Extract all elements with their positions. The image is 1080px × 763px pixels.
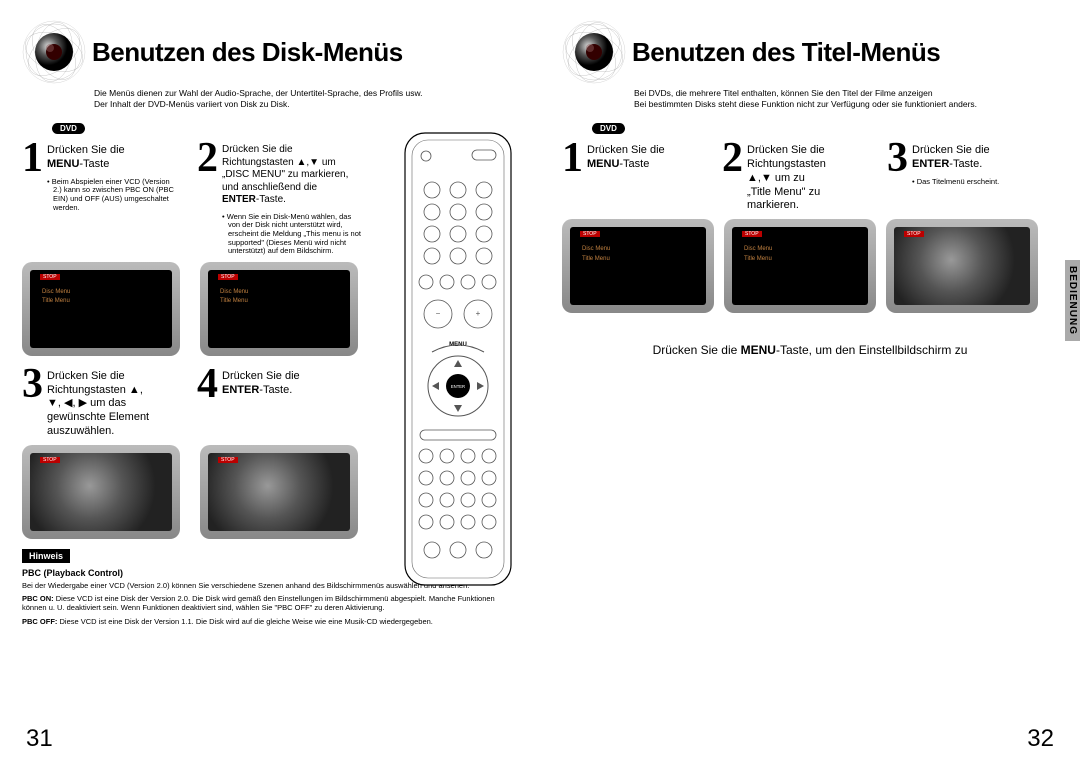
text: „DISC MENU" zu markieren,	[222, 169, 348, 180]
text: Drücken Sie die	[587, 144, 665, 156]
screen-menu: Disc MenuTitle Menu	[582, 245, 610, 264]
page-title: Benutzen des Titel-Menüs	[632, 37, 940, 68]
dvd-badge: DVD	[592, 123, 625, 134]
step: 4 Drücken Sie die ENTER-Taste.	[197, 366, 362, 439]
screen-menu: Disc MenuTitle Menu	[220, 288, 248, 307]
tv-screenshot: STOP	[886, 219, 1038, 313]
speaker-icon	[562, 20, 626, 84]
step-text: Drücken Sie die Richtungstasten ▲,▼ um „…	[222, 140, 362, 256]
text: -Taste.	[949, 158, 982, 170]
footnote: PBC OFF: Diese VCD ist eine Disk der Ver…	[22, 617, 518, 626]
tv-screenshot: STOP Disc MenuTitle Menu	[562, 219, 714, 313]
page-left: Benutzen des Disk-Menüs Die Menüs dienen…	[0, 0, 540, 763]
step-text: Drücken Sie die ENTER-Taste. Das Titelme…	[912, 140, 999, 213]
footnote: PBC ON: Diese VCD ist eine Disk der Vers…	[22, 594, 518, 613]
step: 2 Drücken Sie die Richtungstasten ▲,▼ um…	[722, 140, 877, 213]
step-number: 1	[562, 140, 583, 213]
tv-screenshot: STOP Disc MenuTitle Menu	[200, 262, 358, 356]
note: Beim Abspielen einer VCD (Version 2.) ka…	[47, 178, 177, 213]
tv-row: STOP Disc MenuTitle Menu STOP Disc MenuT…	[562, 219, 1058, 313]
speaker-icon	[22, 20, 86, 84]
note: Wenn Sie ein Disk-Menü wählen, das von d…	[222, 213, 362, 256]
tv-screenshot: STOP	[200, 445, 358, 539]
text: Richtungstasten	[747, 158, 826, 170]
text: Drücken Sie die	[47, 144, 125, 156]
text: -Taste.	[259, 384, 292, 396]
title-row: Benutzen des Disk-Menüs	[22, 20, 518, 84]
text: ▲,▼ um zu	[747, 172, 805, 184]
step-text: Drücken Sie die ENTER-Taste.	[222, 366, 300, 439]
screen-label: STOP	[40, 457, 60, 463]
title-row: Benutzen des Titel-Menüs	[562, 20, 1058, 84]
text: -Taste.	[256, 194, 286, 205]
step-number: 4	[197, 366, 218, 439]
text: „Title Menu" zu	[747, 186, 820, 198]
screen-label: STOP	[580, 231, 600, 237]
tv-screenshot: STOP	[22, 445, 180, 539]
step: 3 Drücken Sie die ENTER-Taste. Das Titel…	[887, 140, 1037, 213]
bold: ENTER	[222, 384, 259, 396]
page-right: Benutzen des Titel-Menüs Bei DVDs, die m…	[540, 0, 1080, 763]
svg-text:−: −	[436, 309, 441, 318]
subtitle: Bei DVDs, die mehrere Titel enthalten, k…	[634, 88, 1058, 109]
bold: ENTER	[222, 194, 256, 205]
subtitle-line: Der Inhalt der DVD-Menüs variiert von Di…	[94, 99, 518, 110]
dvd-badge: DVD	[52, 123, 85, 134]
subtitle-line: Bei bestimmten Disks steht diese Funktio…	[634, 99, 1058, 110]
remote-illustration: − + MENU ENTER	[402, 130, 514, 588]
step: 1 Drücken Sie die MENU-Taste	[562, 140, 712, 213]
side-tab: BEDIENUNG	[1065, 260, 1080, 341]
step-text: Drücken Sie die Richtungstasten ▲,▼ um z…	[747, 140, 826, 213]
screen-menu: Disc MenuTitle Menu	[744, 245, 772, 264]
step-text: Drücken Sie die Richtungstasten ▲, ▼, ◀,…	[47, 366, 149, 439]
hinweis-badge: Hinweis	[22, 549, 70, 563]
text: Richtungstasten ▲,▼ um	[222, 157, 336, 168]
subtitle: Die Menüs dienen zur Wahl der Audio-Spra…	[94, 88, 518, 109]
subtitle-line: Bei DVDs, die mehrere Titel enthalten, k…	[634, 88, 1058, 99]
step: 1 Drücken Sie die MENU-Taste Beim Abspie…	[22, 140, 177, 256]
subtitle-line: Die Menüs dienen zur Wahl der Audio-Spra…	[94, 88, 518, 99]
text: Richtungstasten ▲,	[47, 384, 143, 396]
text: Drücken Sie die	[912, 144, 990, 156]
svg-text:ENTER: ENTER	[451, 384, 465, 389]
page-number: 32	[1027, 725, 1054, 753]
bold: MENU	[587, 158, 619, 170]
step-number: 1	[22, 140, 43, 256]
screen-label: STOP	[40, 274, 60, 280]
note: Das Titelmenü erscheint.	[912, 178, 999, 187]
step: 3 Drücken Sie die Richtungstasten ▲, ▼, …	[22, 366, 177, 439]
step-number: 3	[22, 366, 43, 439]
bold: MENU	[47, 158, 79, 170]
text: und anschließend die	[222, 182, 317, 193]
screen-menu: Disc MenuTitle Menu	[42, 288, 70, 307]
step-number: 3	[887, 140, 908, 213]
step-number: 2	[197, 140, 218, 256]
step-text: Drücken Sie die MENU-Taste	[587, 140, 665, 213]
screen-label: STOP	[904, 231, 924, 237]
screen-label: STOP	[218, 457, 238, 463]
step: 2 Drücken Sie die Richtungstasten ▲,▼ um…	[197, 140, 362, 256]
text: gewünschte Element	[47, 411, 149, 423]
screen-label: STOP	[218, 274, 238, 280]
svg-text:+: +	[476, 309, 481, 318]
text: markieren.	[747, 199, 799, 211]
text: auszuwählen.	[47, 425, 114, 437]
step-text: Drücken Sie die MENU-Taste Beim Abspiele…	[47, 140, 177, 256]
screen-label: STOP	[742, 231, 762, 237]
text: -Taste	[619, 158, 649, 170]
step-number: 2	[722, 140, 743, 213]
text: Drücken Sie die	[47, 370, 125, 382]
page-number: 31	[26, 725, 53, 753]
bottom-note: Drücken Sie die MENU-Taste, um den Einst…	[562, 343, 1058, 357]
steps-row: 1 Drücken Sie die MENU-Taste 2 Drücken S…	[562, 140, 1058, 213]
tv-screenshot: STOP Disc MenuTitle Menu	[22, 262, 180, 356]
tv-screenshot: STOP Disc MenuTitle Menu	[724, 219, 876, 313]
text: Drücken Sie die	[222, 370, 300, 382]
text: Drücken Sie die	[222, 144, 293, 155]
bold: ENTER	[912, 158, 949, 170]
page-title: Benutzen des Disk-Menüs	[92, 37, 403, 68]
text: Drücken Sie die	[747, 144, 825, 156]
text: -Taste	[79, 158, 109, 170]
text: ▼, ◀, ▶ um das	[47, 397, 126, 409]
